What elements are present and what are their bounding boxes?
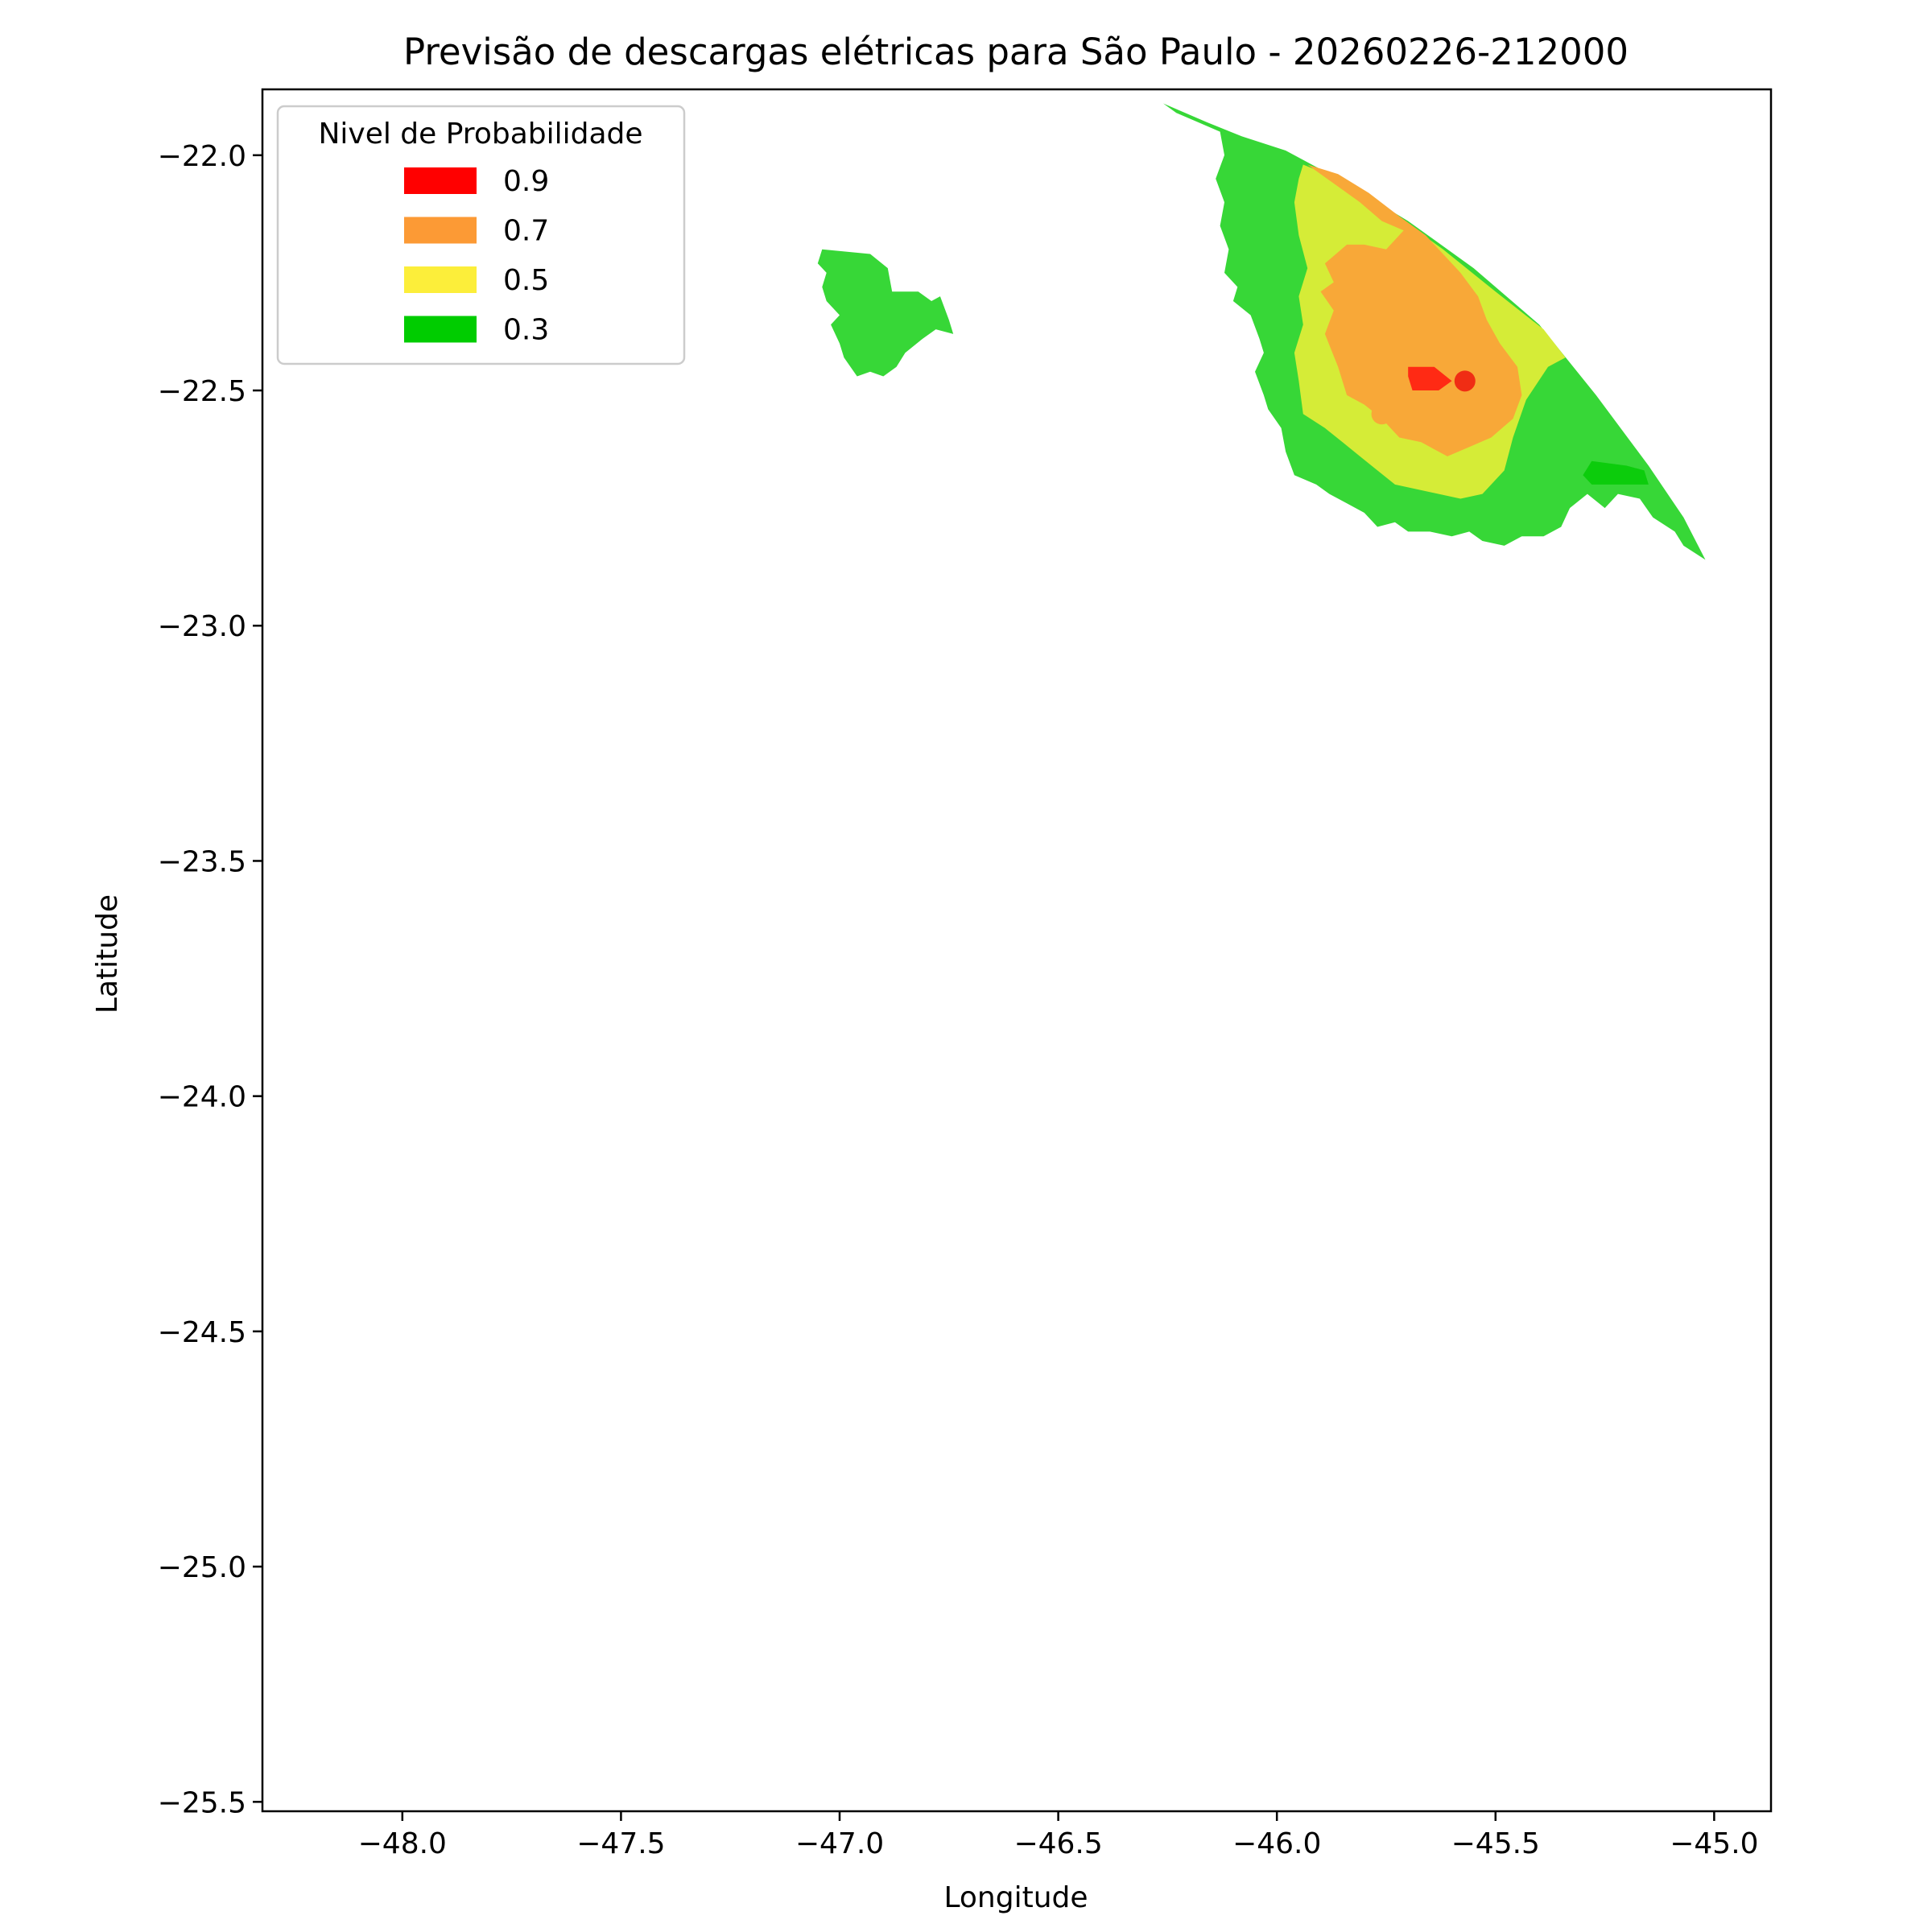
x-tick-label: −48.0 [358, 1827, 447, 1860]
x-tick-label: −47.5 [576, 1827, 665, 1860]
legend-title: Nivel de Probabilidade [318, 118, 642, 151]
legend-label: 0.9 [503, 165, 549, 198]
x-tick-label: −46.5 [1013, 1827, 1102, 1860]
y-tick-label: −24.5 [158, 1316, 246, 1349]
legend-swatch [404, 217, 477, 244]
y-tick-label: −22.0 [158, 140, 246, 173]
y-tick-label: −25.0 [158, 1551, 246, 1584]
x-tick-label: −45.5 [1451, 1827, 1540, 1860]
region-west-cell-0.3 [817, 249, 954, 377]
y-tick-label: −24.0 [158, 1081, 246, 1114]
marker-1 [1371, 403, 1393, 425]
x-tick-label: −45.0 [1670, 1827, 1758, 1860]
legend-label: 0.7 [503, 215, 549, 248]
region-east-cell-inner-0.3 [1583, 460, 1649, 485]
chart-title: Previsão de descargas elétricas para São… [403, 31, 1629, 73]
x-tick-label: −47.0 [795, 1827, 884, 1860]
x-axis-ticks: −48.0 −47.5 −47.0 −46.5 −46.0 −45.5 −45.0 [358, 1811, 1759, 1860]
region-east-cell-0.9 [1408, 366, 1452, 390]
legend-entries: 0.9 0.7 0.5 0.3 [404, 165, 549, 347]
x-axis-label: Longitude [943, 1881, 1088, 1914]
y-tick-label: −23.0 [158, 610, 246, 643]
y-axis-ticks: −22.0 −22.5 −23.0 −23.5 −24.0 −24.5 −25.0 −25.5 [158, 140, 262, 1819]
legend-label: 0.5 [503, 264, 549, 297]
legend-swatch [404, 316, 477, 343]
plot-frame [261, 88, 1773, 1813]
contour-regions [817, 103, 1706, 560]
y-tick-label: −23.5 [158, 845, 246, 878]
legend-swatch [404, 167, 477, 194]
point-markers [1371, 370, 1476, 425]
y-tick-label: −25.5 [158, 1786, 246, 1819]
x-tick-label: −46.0 [1232, 1827, 1321, 1860]
legend-box [276, 105, 686, 365]
y-axis-label: Latitude [91, 894, 124, 1013]
y-tick-label: −22.5 [158, 375, 246, 408]
legend: Nivel de Probabilidade 0.9 0.7 0.5 0.3 [276, 105, 686, 365]
legend-label: 0.3 [503, 314, 549, 347]
marker-0 [1454, 370, 1476, 392]
legend-swatch [404, 266, 477, 293]
